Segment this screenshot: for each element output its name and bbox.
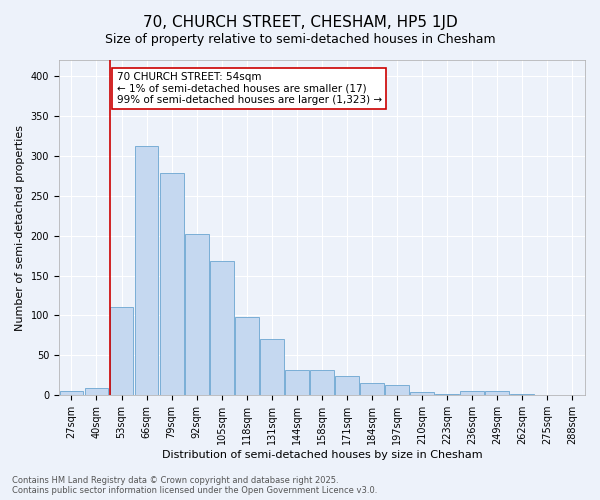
Bar [360, 384, 384, 395]
Bar [210, 261, 233, 395]
Bar [160, 174, 184, 395]
Bar [110, 308, 133, 395]
Bar [335, 376, 359, 395]
Bar [285, 370, 309, 395]
Bar [260, 340, 284, 395]
Bar [134, 146, 158, 395]
Text: Size of property relative to semi-detached houses in Chesham: Size of property relative to semi-detach… [104, 32, 496, 46]
Bar [185, 234, 209, 395]
X-axis label: Distribution of semi-detached houses by size in Chesham: Distribution of semi-detached houses by … [161, 450, 482, 460]
Bar [436, 394, 459, 395]
Bar [385, 385, 409, 395]
Bar [59, 391, 83, 395]
Bar [485, 391, 509, 395]
Text: 70 CHURCH STREET: 54sqm
← 1% of semi-detached houses are smaller (17)
99% of sem: 70 CHURCH STREET: 54sqm ← 1% of semi-det… [116, 72, 382, 105]
Bar [235, 317, 259, 395]
Bar [310, 370, 334, 395]
Text: Contains HM Land Registry data © Crown copyright and database right 2025.
Contai: Contains HM Land Registry data © Crown c… [12, 476, 377, 495]
Bar [460, 391, 484, 395]
Text: 70, CHURCH STREET, CHESHAM, HP5 1JD: 70, CHURCH STREET, CHESHAM, HP5 1JD [143, 15, 457, 30]
Bar [410, 392, 434, 395]
Y-axis label: Number of semi-detached properties: Number of semi-detached properties [15, 124, 25, 330]
Bar [85, 388, 109, 395]
Bar [511, 394, 534, 395]
